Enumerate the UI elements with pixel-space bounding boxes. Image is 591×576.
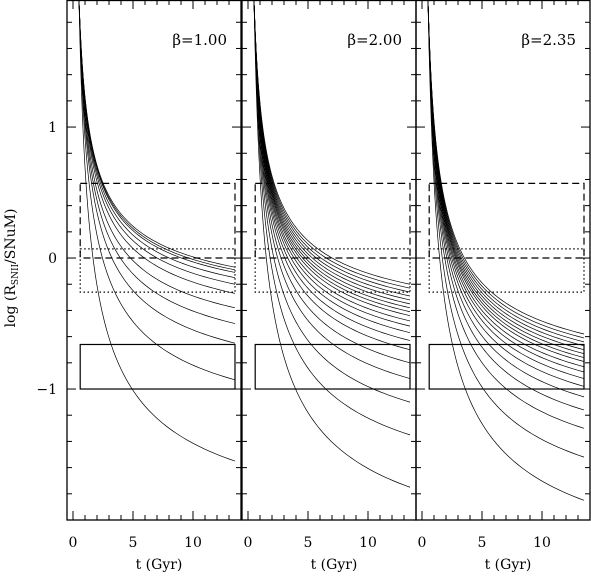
x-axis-label: t (Gyr) [136, 557, 183, 573]
series-curve [78, 0, 236, 344]
series-curve [427, 0, 585, 335]
curves-group [427, 0, 585, 501]
x-tick-label: 5 [129, 535, 138, 551]
series-curve [427, 0, 585, 501]
y-tick-label: 0 [48, 251, 57, 267]
series-curve [427, 0, 585, 354]
y-axis-label: log (RSNII/SNuM) [3, 209, 21, 328]
y-axis-label-prefix: log (R [3, 285, 19, 328]
x-axis-label: t (Gyr) [485, 557, 532, 573]
series-curve [427, 0, 585, 398]
x-tick-label: 0 [244, 535, 253, 551]
x-tick-label: 5 [478, 535, 487, 551]
panel-label: β=2.35 [521, 31, 576, 49]
panel-frame [66, 0, 242, 521]
series-curve [427, 0, 585, 387]
y-axis-label-suffix: /SNuM) [3, 209, 19, 264]
region-box-dashed [79, 182, 236, 259]
series-curve [427, 0, 585, 343]
region-box-dotted [79, 248, 236, 293]
curves-group [78, 0, 236, 462]
y-tick-label: −1 [36, 382, 57, 398]
series-curve [427, 0, 585, 362]
region-box-solid [79, 343, 236, 390]
x-tick-label: 10 [533, 535, 551, 551]
series-curve [427, 0, 585, 358]
panel-frame [415, 0, 591, 521]
series-curve [427, 0, 585, 379]
region-box-solid [428, 343, 585, 390]
series-curve [78, 0, 236, 381]
y-axis-label-subscript: SNII [11, 264, 21, 286]
series-curve [253, 0, 411, 351]
y-tick-label: 1 [48, 120, 57, 136]
x-tick-label: 0 [418, 535, 427, 551]
panel-frame [241, 0, 417, 521]
panel-label: β=1.00 [172, 31, 227, 49]
series-curve [253, 0, 411, 488]
x-axis-label: t (Gyr) [311, 557, 358, 573]
x-tick-label: 10 [359, 535, 377, 551]
region-box-solid [254, 343, 411, 390]
series-curve [427, 0, 585, 458]
series-curve [427, 0, 585, 351]
series-curve [253, 0, 411, 436]
series-curve [253, 0, 411, 403]
region-box-dashed [428, 182, 585, 259]
panel-label: β=2.00 [347, 31, 402, 49]
series-curve [427, 0, 585, 347]
series-curve [253, 0, 411, 334]
series-curve [78, 0, 236, 462]
region-box-dotted [254, 248, 411, 293]
panel-2: 0 5 10t (Gyr) β=2.00 [241, 0, 417, 573]
x-tick-label: 5 [304, 535, 313, 551]
panel-3: 0 5 10t (Gyr) β=2.35 [415, 0, 591, 573]
x-tick-label: 0 [69, 535, 78, 551]
region-box-dashed [254, 182, 411, 259]
curves-group [253, 0, 411, 488]
region-box-dotted [428, 248, 585, 293]
x-tick-label: 10 [184, 535, 202, 551]
